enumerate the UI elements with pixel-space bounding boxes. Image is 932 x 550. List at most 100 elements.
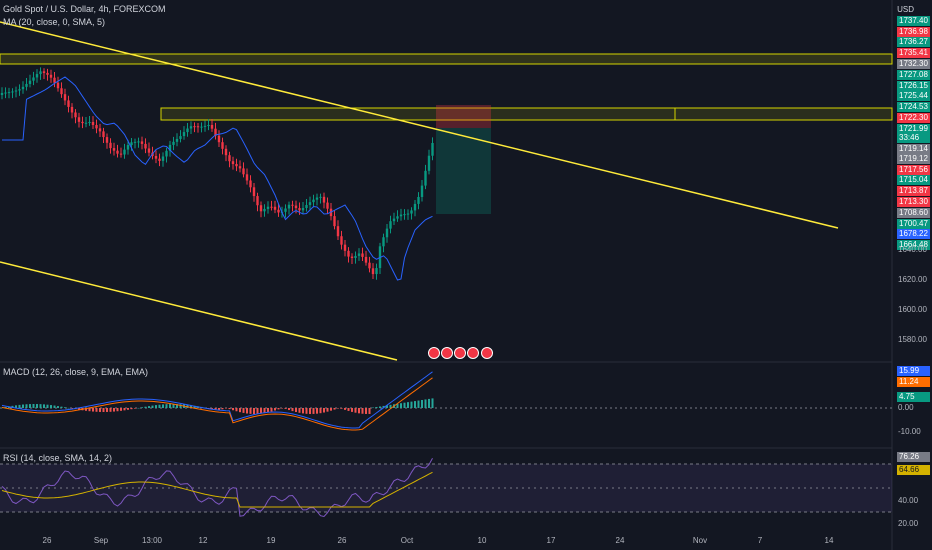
candle-body bbox=[238, 166, 242, 169]
macd-histogram-bar bbox=[155, 405, 157, 408]
candle-body bbox=[385, 228, 389, 238]
macd-histogram-bar bbox=[379, 406, 381, 408]
candle-body bbox=[235, 164, 238, 167]
rsi-ma-value-badge: 64.66 bbox=[897, 465, 930, 475]
candle-body bbox=[165, 150, 168, 157]
candle-body bbox=[200, 126, 203, 128]
macd-histogram-bar bbox=[260, 408, 262, 414]
macd-histogram-bar bbox=[176, 404, 178, 408]
candle-body bbox=[301, 208, 305, 211]
macd-histogram-bar bbox=[396, 403, 399, 408]
event-flag-icon[interactable] bbox=[467, 347, 479, 359]
candle-body bbox=[189, 126, 193, 129]
candle-body bbox=[336, 226, 340, 237]
macd-histogram-bar bbox=[102, 408, 105, 412]
macd-histogram-bar bbox=[71, 408, 73, 409]
macd-histogram-bar bbox=[134, 408, 136, 409]
currency-label[interactable]: USD bbox=[897, 5, 914, 14]
candle-body bbox=[133, 141, 137, 143]
macd-histogram-bar bbox=[389, 404, 392, 408]
candle-body bbox=[263, 208, 266, 212]
macd-histogram-bar bbox=[120, 408, 122, 411]
macd-histogram-bar bbox=[354, 408, 357, 413]
event-flag-icon[interactable] bbox=[428, 347, 440, 359]
price-badge: 1719.14 bbox=[897, 144, 930, 154]
event-flag-icon[interactable] bbox=[454, 347, 466, 359]
position-stop-zone[interactable] bbox=[436, 105, 491, 128]
position-target-zone[interactable] bbox=[436, 128, 491, 214]
macd-histogram-bar bbox=[267, 408, 269, 413]
candle-body bbox=[144, 143, 147, 149]
candle-body bbox=[53, 77, 56, 83]
price-badge: 1722.30 bbox=[897, 113, 930, 123]
candle-body bbox=[105, 137, 109, 143]
candle-body bbox=[403, 214, 406, 216]
candle-body bbox=[168, 144, 172, 151]
candle-body bbox=[424, 170, 427, 186]
macd-histogram-bar bbox=[165, 404, 168, 408]
time-axis-label: 17 bbox=[546, 536, 556, 545]
price-badge: 1708.60 bbox=[897, 208, 930, 218]
macd-legend[interactable]: MACD (12, 26, close, 9, EMA, EMA) bbox=[3, 367, 149, 377]
macd-histogram-bar bbox=[106, 408, 108, 412]
macd-histogram-bar bbox=[239, 408, 241, 413]
rsi-legend[interactable]: RSI (14, close, SMA, 14, 2) bbox=[3, 453, 113, 463]
macd-histogram-bar bbox=[169, 404, 171, 408]
time-axis-label: 10 bbox=[477, 536, 487, 545]
candlestick-series[interactable] bbox=[0, 67, 434, 280]
time-axis-label: Sep bbox=[93, 536, 109, 545]
zone-rectangle-lower[interactable] bbox=[160, 107, 893, 121]
candle-body bbox=[182, 132, 186, 137]
candle-body bbox=[298, 208, 301, 211]
macd-histogram-bar bbox=[109, 408, 112, 412]
price-tick: 1600.00 bbox=[898, 305, 927, 314]
macd-histogram-bar bbox=[417, 400, 420, 408]
macd-histogram-bar bbox=[295, 408, 297, 413]
candle-body bbox=[7, 92, 11, 94]
time-axis-label: 26 bbox=[337, 536, 347, 545]
candle-body bbox=[406, 213, 410, 215]
macd-histogram-bar bbox=[323, 408, 325, 413]
macd-histogram-bar bbox=[18, 404, 21, 408]
candle-body bbox=[39, 71, 42, 75]
macd-histogram-bar bbox=[85, 408, 87, 411]
candle-body bbox=[88, 122, 91, 124]
event-flag-icon[interactable] bbox=[441, 347, 453, 359]
trendline-descending-lower[interactable] bbox=[0, 261, 398, 361]
candle-body bbox=[210, 124, 214, 129]
event-flag-icon[interactable] bbox=[481, 347, 493, 359]
macd-histogram-bar bbox=[127, 408, 129, 410]
candle-body bbox=[420, 185, 424, 197]
macd-tick: 0.00 bbox=[898, 403, 914, 412]
candle-body bbox=[207, 124, 210, 126]
candle-body bbox=[203, 125, 207, 127]
candle-body bbox=[326, 202, 329, 209]
candle-body bbox=[147, 148, 151, 153]
macd-histogram-bar bbox=[113, 408, 115, 412]
candle-body bbox=[28, 80, 32, 84]
macd-histogram-bar bbox=[137, 407, 140, 409]
ma-legend[interactable]: MA (20, close, 0, SMA, 5) bbox=[3, 17, 106, 27]
candle-body bbox=[175, 138, 179, 142]
candle-body bbox=[256, 196, 259, 206]
candle-body bbox=[228, 155, 231, 162]
candle-body bbox=[259, 205, 263, 212]
symbol-legend[interactable]: Gold Spot / U.S. Dollar, 4h, FOREXCOM bbox=[3, 4, 166, 14]
candle-body bbox=[273, 206, 277, 210]
candle-body bbox=[375, 268, 378, 275]
macd-histogram-bar bbox=[256, 408, 259, 414]
macd-histogram-bar bbox=[421, 400, 423, 408]
price-badge: 1735.41 bbox=[897, 48, 930, 58]
macd-histogram-bar bbox=[253, 408, 255, 414]
zone-rectangle-upper[interactable] bbox=[0, 53, 893, 65]
trendline-descending-upper[interactable] bbox=[0, 21, 839, 229]
economic-event-markers[interactable] bbox=[428, 347, 493, 359]
macd-histogram-bar bbox=[242, 408, 245, 413]
macd-histogram-bar bbox=[57, 406, 59, 408]
macd-histogram-bar bbox=[151, 405, 154, 408]
price-badge: 1715.04 bbox=[897, 175, 930, 185]
macd-histogram-bar bbox=[326, 408, 329, 412]
candle-body bbox=[294, 205, 298, 209]
macd-histogram-bar bbox=[319, 408, 322, 414]
